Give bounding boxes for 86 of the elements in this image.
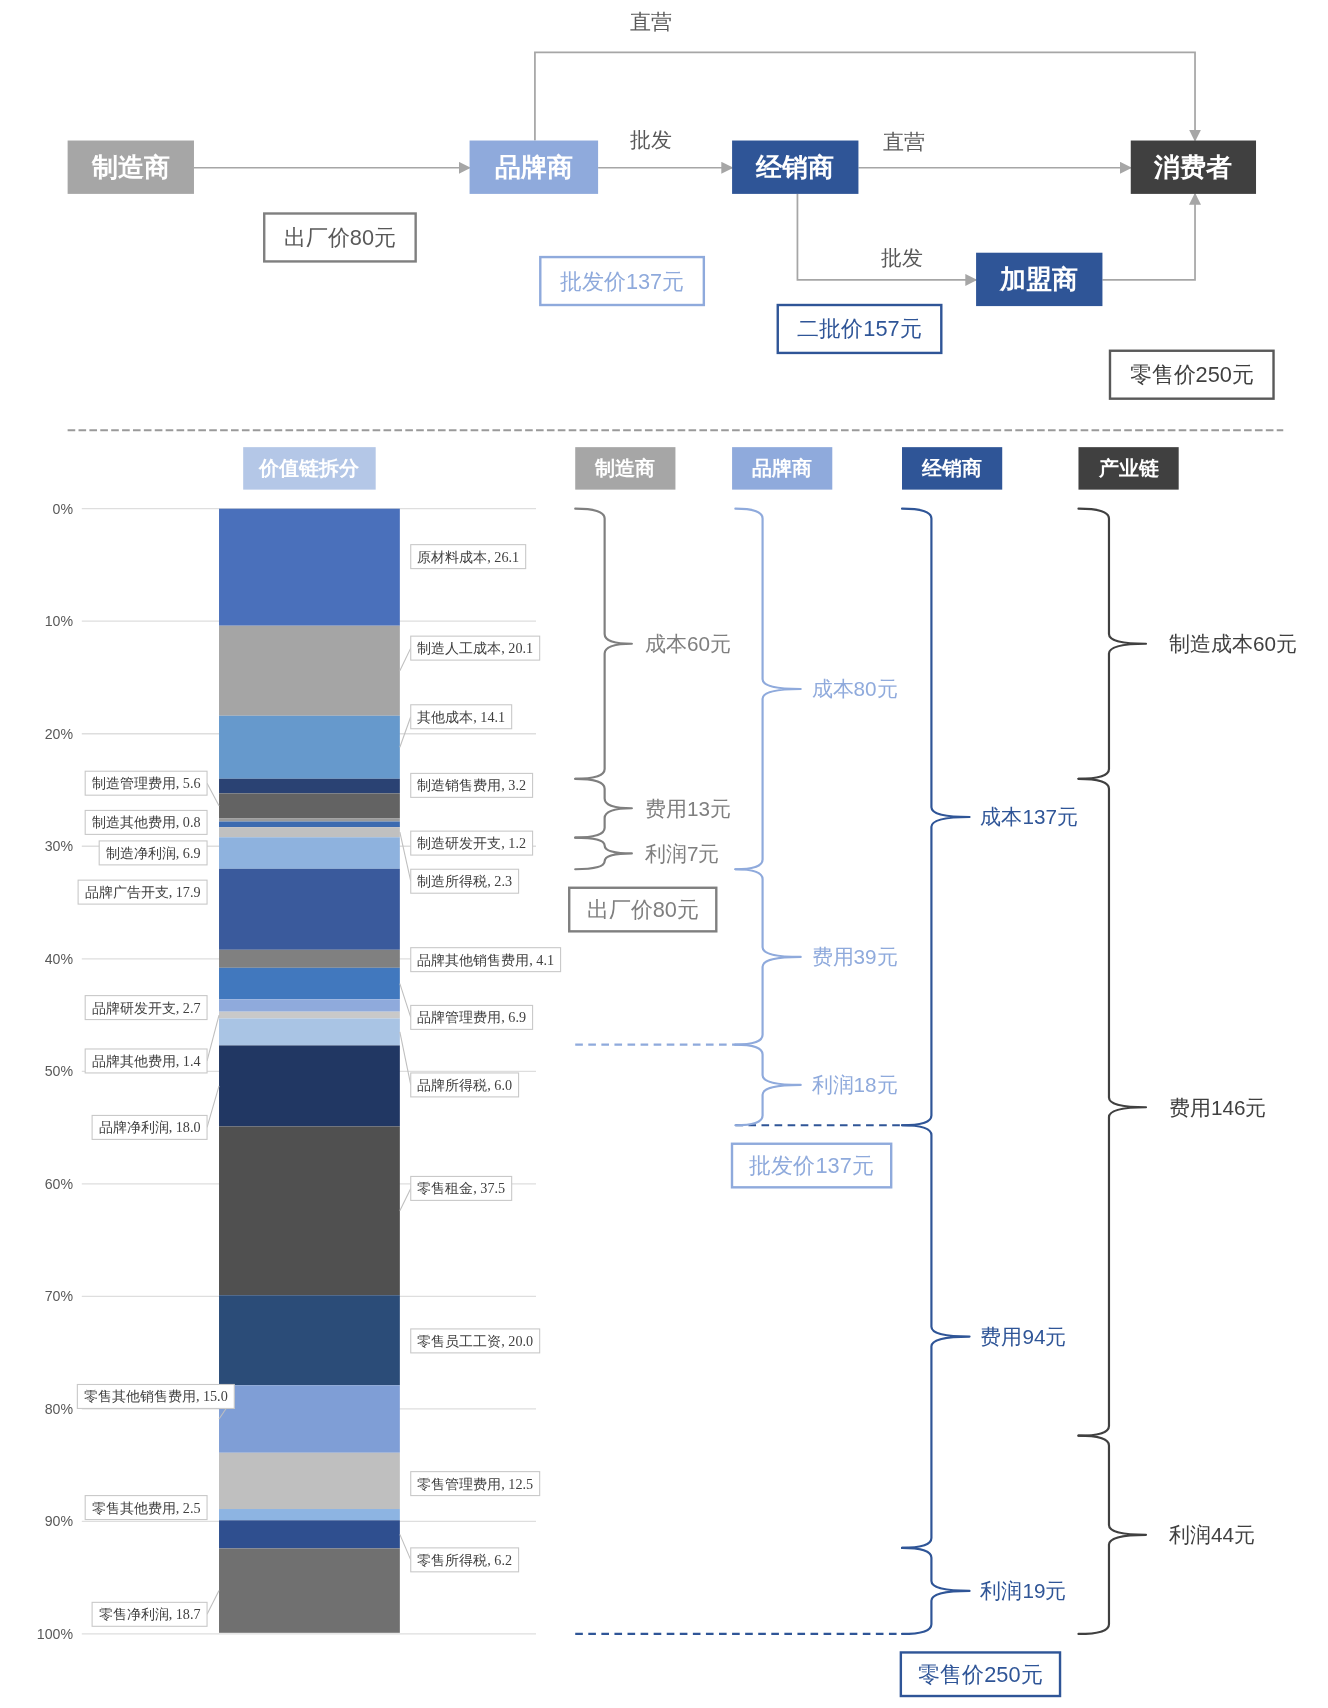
text: 品牌商 bbox=[752, 457, 813, 480]
text: 制造所得税, 2.3 bbox=[417, 873, 513, 890]
text: 费用39元 bbox=[811, 945, 898, 969]
series-label: 制造人工成本, 20.1 bbox=[417, 640, 534, 657]
text: 二批价157元 bbox=[797, 316, 922, 342]
text: 费用146元 bbox=[1168, 1095, 1267, 1119]
y-tick-label: 80% bbox=[44, 1400, 74, 1417]
series-label: 其他成本, 14.1 bbox=[417, 708, 506, 725]
series-label: 零售员工工资, 20.0 bbox=[417, 1332, 534, 1349]
text: 品牌商 bbox=[494, 152, 573, 183]
text: 零售价250元 bbox=[1129, 362, 1254, 388]
bar bbox=[219, 715, 400, 779]
text: 成本60元 bbox=[644, 632, 731, 656]
bar bbox=[219, 1295, 400, 1386]
bar bbox=[219, 1548, 400, 1633]
text: 批发 bbox=[630, 127, 673, 151]
bar bbox=[219, 778, 400, 794]
series-label: 制造管理费用, 5.6 bbox=[91, 775, 201, 792]
bar bbox=[219, 793, 400, 819]
bar bbox=[219, 818, 400, 822]
text: 零售价250元 bbox=[918, 1661, 1043, 1687]
bar bbox=[219, 1520, 400, 1549]
bar bbox=[219, 868, 400, 950]
bar bbox=[219, 1509, 400, 1521]
series-label: 制造研发开支, 1.2 bbox=[417, 835, 527, 852]
bar bbox=[219, 508, 400, 626]
y-tick-label: 0% bbox=[52, 500, 74, 517]
text: 批发价137元 bbox=[749, 1153, 874, 1179]
bar bbox=[219, 1126, 400, 1296]
y-tick-label: 70% bbox=[44, 1288, 74, 1305]
bar bbox=[219, 1045, 400, 1127]
bar bbox=[219, 837, 400, 869]
series-label: 制造其他费用, 0.8 bbox=[91, 814, 201, 831]
series-label: 品牌广告开支, 17.9 bbox=[84, 884, 201, 901]
text: 成本80元 bbox=[811, 677, 898, 701]
text: 加盟商 bbox=[999, 264, 1079, 295]
series-label: 品牌其他销售费用, 4.1 bbox=[417, 951, 555, 968]
text: 利润18元 bbox=[811, 1073, 898, 1097]
series-label: 原材料成本, 26.1 bbox=[417, 548, 520, 565]
text: 制造商 bbox=[594, 457, 656, 480]
text: 批发 bbox=[881, 245, 924, 269]
series-label: 品牌研发开支, 2.7 bbox=[91, 999, 201, 1016]
text: 利润7元 bbox=[644, 841, 720, 865]
text: 经销商 bbox=[921, 457, 983, 480]
x-tick-label: 价值链拆分 bbox=[258, 457, 361, 480]
y-tick-label: 30% bbox=[44, 838, 74, 855]
bar bbox=[219, 967, 400, 1000]
text: 批发价137元 bbox=[559, 268, 685, 294]
text: 制造成本60元 bbox=[1168, 632, 1297, 656]
y-tick-label: 40% bbox=[44, 950, 74, 967]
y-tick-label: 100% bbox=[36, 1625, 74, 1642]
series-label: 品牌净利润, 18.0 bbox=[98, 1119, 201, 1136]
y-tick-label: 20% bbox=[44, 725, 74, 742]
text: 品牌其他费用, 1.4 bbox=[91, 1052, 201, 1069]
bar bbox=[219, 999, 400, 1012]
y-tick-label: 60% bbox=[44, 1175, 74, 1192]
bar bbox=[219, 1452, 400, 1510]
text: 直营 bbox=[883, 130, 926, 154]
series-label: 零售管理费用, 12.5 bbox=[417, 1475, 534, 1492]
series-label: 零售租金, 37.5 bbox=[417, 1180, 506, 1197]
series-label: 制造净利润, 6.9 bbox=[105, 844, 201, 861]
series-label: 零售净利润, 18.7 bbox=[98, 1606, 201, 1623]
series-label: 制造销售费用, 3.2 bbox=[417, 777, 527, 794]
series-label: 零售所得税, 6.2 bbox=[417, 1551, 513, 1568]
y-tick-label: 90% bbox=[44, 1513, 74, 1530]
y-tick-label: 50% bbox=[44, 1063, 74, 1080]
text: 成本137元 bbox=[980, 805, 1078, 829]
text: 制造商 bbox=[90, 152, 170, 183]
bar bbox=[219, 949, 400, 968]
text: 出厂价80元 bbox=[586, 897, 699, 923]
text: 费用94元 bbox=[980, 1325, 1067, 1349]
text: 品牌所得税, 6.0 bbox=[417, 1076, 513, 1093]
series-label: 品牌管理费用, 6.9 bbox=[417, 1009, 527, 1026]
y-tick-label: 10% bbox=[44, 613, 74, 630]
bar bbox=[219, 1018, 400, 1046]
series-label: 零售其他销售费用, 15.0 bbox=[83, 1388, 228, 1405]
text: 直营 bbox=[630, 10, 673, 34]
bar bbox=[219, 625, 400, 716]
text: 产业链 bbox=[1097, 457, 1160, 480]
text: 出厂价80元 bbox=[283, 224, 397, 250]
text: 利润19元 bbox=[980, 1579, 1067, 1603]
text: 消费者 bbox=[1153, 152, 1233, 183]
text: 经销商 bbox=[755, 152, 835, 183]
text: 利润44元 bbox=[1168, 1523, 1255, 1547]
text: 费用13元 bbox=[644, 796, 731, 820]
series-label: 零售其他费用, 2.5 bbox=[91, 1499, 201, 1516]
